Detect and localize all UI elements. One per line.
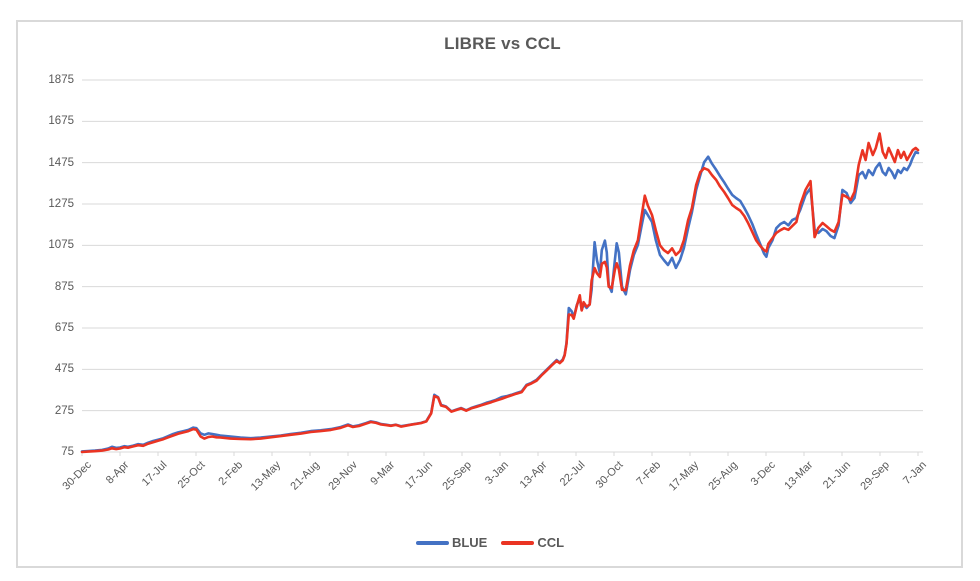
y-tick-label: 875 <box>54 280 74 293</box>
ccl-series-line <box>80 132 920 454</box>
y-tick-label: 1475 <box>48 156 74 169</box>
legend-item-blue[interactable]: BLUE <box>415 535 488 550</box>
gridlines <box>82 79 923 453</box>
y-tick-label: 675 <box>54 322 74 334</box>
y-tick-label: 275 <box>54 404 74 417</box>
y-tick-label: 1675 <box>48 115 74 128</box>
y-tick-label: 1275 <box>48 198 74 210</box>
blue-series-line-swatch <box>415 540 449 545</box>
chart-title: LIBRE vs CCL <box>444 34 561 53</box>
legend: BLUE CCL <box>0 535 980 550</box>
chart-frame[interactable] <box>16 20 963 568</box>
blue-series-line <box>80 150 920 453</box>
y-tick-label: 1075 <box>48 239 74 252</box>
y-tick-label: 75 <box>61 446 74 458</box>
ccl-series-line-swatch <box>501 540 535 545</box>
series-lines <box>80 132 920 454</box>
axis-tick-marks <box>81 452 919 456</box>
y-tick-label: 1875 <box>48 74 74 86</box>
legend-label-ccl: CCL <box>537 535 565 550</box>
legend-label-blue: BLUE <box>451 535 488 550</box>
y-tick-label: 475 <box>54 363 74 376</box>
legend-item-ccl[interactable]: CCL <box>501 535 564 550</box>
